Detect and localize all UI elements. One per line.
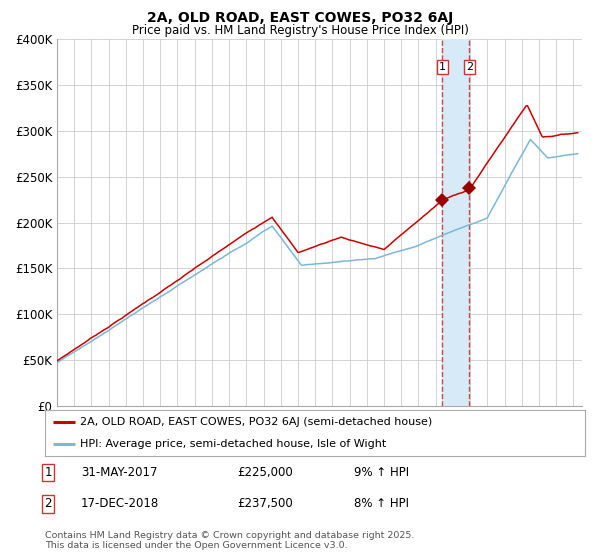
Text: 2A, OLD ROAD, EAST COWES, PO32 6AJ (semi-detached house): 2A, OLD ROAD, EAST COWES, PO32 6AJ (semi… — [80, 417, 433, 427]
Text: HPI: Average price, semi-detached house, Isle of Wight: HPI: Average price, semi-detached house,… — [80, 438, 386, 449]
Text: 8% ↑ HPI: 8% ↑ HPI — [354, 497, 409, 510]
Text: 2A, OLD ROAD, EAST COWES, PO32 6AJ: 2A, OLD ROAD, EAST COWES, PO32 6AJ — [147, 11, 453, 25]
Text: 2: 2 — [44, 497, 52, 510]
Text: 17-DEC-2018: 17-DEC-2018 — [81, 497, 159, 510]
Text: Contains HM Land Registry data © Crown copyright and database right 2025.
This d: Contains HM Land Registry data © Crown c… — [45, 531, 415, 550]
Text: £225,000: £225,000 — [237, 466, 293, 479]
Text: 31-MAY-2017: 31-MAY-2017 — [81, 466, 157, 479]
Text: Price paid vs. HM Land Registry's House Price Index (HPI): Price paid vs. HM Land Registry's House … — [131, 24, 469, 37]
Text: 1: 1 — [44, 466, 52, 479]
Text: 1: 1 — [439, 62, 446, 72]
Text: 2: 2 — [466, 62, 473, 72]
Text: 9% ↑ HPI: 9% ↑ HPI — [354, 466, 409, 479]
Bar — [442, 39, 469, 406]
Text: £237,500: £237,500 — [237, 497, 293, 510]
